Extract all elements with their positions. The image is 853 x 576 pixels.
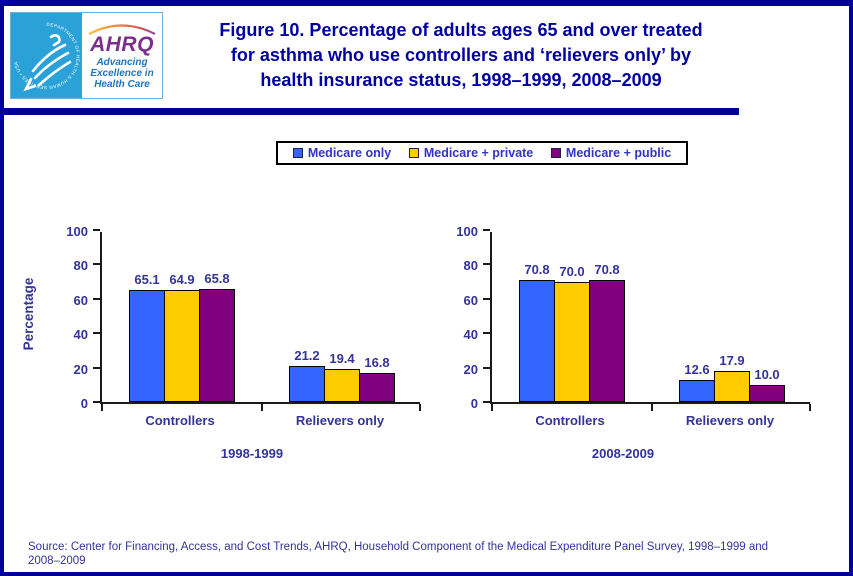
bar-value-label: 70.0 [559,263,585,279]
bar-value-label: 64.9 [169,272,195,288]
bar-medicare-private: 70.0 [554,264,590,402]
legend-label: Medicare only [307,146,392,160]
chart-panel-1998-1999: 0 20 40 60 80 100 65.1 64.9 65.8 21.2 19.4 16.8 19… [66,224,422,472]
bar-medicare-only: 70.8 [519,262,555,402]
bar-value-label: 21.2 [294,347,320,363]
ahrq-wordmark: AHRQ [90,32,154,56]
legend-swatch-icon [292,148,303,158]
bar-value-label: 70.8 [524,262,550,278]
bar-value-label: 19.4 [329,350,355,366]
plot-area: 65.1 64.9 65.8 21.2 19.4 16.8 [93,229,422,411]
hhs-seal: DEPARTMENT OF HEALTH & HUMAN SERVICES • … [11,13,82,98]
ahrq-logo-text-block: AHRQ Advancing Excellence in Health Care [82,13,162,98]
y-axis-tick-mark [93,332,100,335]
source-line2: 2008–2009 [28,555,86,567]
y-axis-tick-label: 60 [463,292,478,308]
ahrq-tagline: Advancing Excellence in Health Care [90,56,154,90]
x-axis-tick-mark [261,404,263,411]
legend-label: Medicare + public [565,146,672,160]
plot-area: 70.8 70.0 70.8 12.6 17.9 10.0 [483,229,812,411]
bar-medicare-only: 65.1 [129,272,165,402]
y-axis-tick-label: 0 [80,396,88,411]
x-axis-tick-mark [651,404,653,411]
y-axis-tick-label: 20 [463,361,478,377]
page-title-line3: health insurance status, 1998–1999, 2008… [260,70,662,90]
header-divider-rule [0,108,739,115]
legend-item-medicare-public: Medicare + public [550,146,672,160]
y-axis-tick-label: 60 [73,292,88,308]
legend-item-medicare-only: Medicare only [292,146,392,160]
rainbow-arc-icon [88,24,156,35]
bar-group-controllers: 65.1 64.9 65.8 [102,271,262,402]
y-axis-tick-label: 40 [73,327,88,343]
y-axis-tick-mark [93,229,100,231]
y-axis-tick-label: 100 [456,224,478,239]
page-title-line2: for asthma who use controllers and ‘reli… [230,45,692,65]
legend-label: Medicare + private [423,146,534,160]
x-axis-tick-mark [101,404,103,411]
bar-medicare-only: 12.6 [679,362,715,402]
y-axis-tick-mark [483,229,490,231]
bar-value-label: 17.9 [719,353,745,369]
y-axis-title: Percentage [21,277,36,351]
y-axis-tick-label: 100 [66,224,88,239]
category-label-relievers-only: Relievers only [685,413,775,428]
bar-value-label: 12.6 [684,362,710,378]
y-axis-tick-labels: 0 20 40 60 80 100 [440,224,482,411]
bar-medicare-only: 21.2 [289,348,325,402]
y-axis-tick-mark [483,332,490,335]
bar-medicare-public: 10.0 [749,367,785,402]
legend-swatch-icon [408,148,419,158]
y-axis-tick-mark [483,263,490,266]
period-label-2008-2009: 2008-2009 [591,446,655,461]
bar-group-controllers: 70.8 70.0 70.8 [492,262,652,402]
y-axis-tick-mark [483,366,490,369]
page-title-line1: Figure 10. Percentage of adults ages 65 … [219,20,703,40]
bar-medicare-public: 65.8 [199,271,235,402]
x-axis-tick-mark [809,404,811,411]
source-line1: Source: Center for Financing, Access, an… [28,541,769,553]
source-note: Source: Center for Financing, Access, an… [28,540,828,568]
bar-medicare-private: 19.4 [324,351,360,402]
y-axis-tick-mark [93,263,100,266]
y-axis-tick-label: 40 [463,327,478,343]
chart-legend: Medicare only Medicare + private Medicare … [276,141,688,165]
y-axis-tick-mark [93,366,100,369]
bar-value-label: 65.8 [204,270,230,286]
bar-value-label: 16.8 [364,355,390,371]
y-axis-tick-label: 0 [470,396,478,411]
category-label-relievers-only: Relievers only [295,413,385,428]
y-axis-tick-mark [483,297,490,300]
y-axis-tick-mark [93,401,100,403]
bar-medicare-private: 17.9 [714,353,750,402]
legend-swatch-icon [550,148,561,158]
legend-item-medicare-private: Medicare + private [408,146,534,160]
y-axis-tick-label: 80 [73,258,88,274]
y-axis-tick-labels: 0 20 40 60 80 100 [50,224,92,411]
page-title: Figure 10. Percentage of adults ages 65 … [178,18,744,93]
bar-medicare-public: 70.8 [589,262,625,402]
category-label-controllers: Controllers [535,413,605,428]
bar-group-relievers-only: 21.2 19.4 16.8 [262,348,422,402]
x-axis-tick-mark [419,404,421,411]
hhs-eagle-icon: DEPARTMENT OF HEALTH & HUMAN SERVICES • … [13,22,80,92]
ahrq-hhs-logo: DEPARTMENT OF HEALTH & HUMAN SERVICES • … [10,12,163,99]
bar-value-label: 65.1 [134,272,160,288]
period-label-1998-1999: 1998-1999 [220,446,284,461]
bar-value-label: 10.0 [754,366,780,382]
y-axis-tick-label: 20 [73,361,88,377]
bar-medicare-public: 16.8 [359,355,395,402]
bar-group-relievers-only: 12.6 17.9 10.0 [652,353,812,402]
bar-medicare-private: 64.9 [164,272,200,402]
chart-panel-2008-2009: 0 20 40 60 80 100 70.8 70.0 70.8 12.6 17.9 10.0 20… [456,224,812,472]
y-axis-tick-mark [483,401,490,403]
bar-value-label: 70.8 [594,262,620,278]
x-axis-tick-mark [491,404,493,411]
y-axis-tick-label: 80 [463,258,478,274]
y-axis-tick-mark [93,297,100,300]
category-label-controllers: Controllers [145,413,215,428]
